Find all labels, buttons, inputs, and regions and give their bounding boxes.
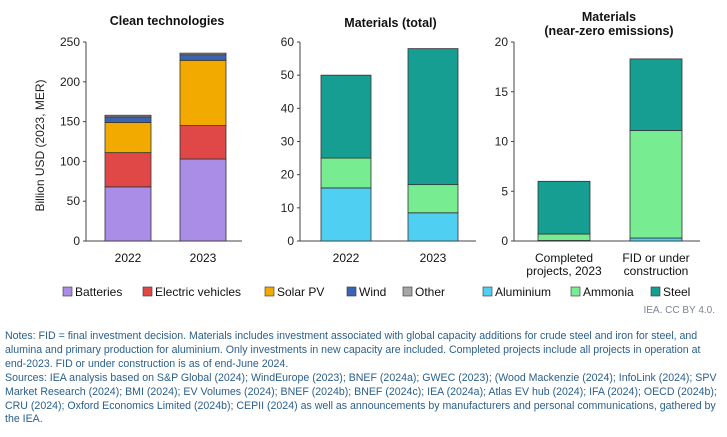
y-tick-label: 60 bbox=[281, 35, 295, 49]
y-tick-label: 100 bbox=[60, 154, 80, 168]
legend-label: Solar PV bbox=[277, 285, 324, 299]
x-tick-label-line: 2023 bbox=[190, 251, 217, 265]
x-tick-label-line: 2022 bbox=[333, 251, 360, 265]
x-tick-label: 2022 bbox=[115, 251, 142, 265]
legend-label: Batteries bbox=[75, 285, 122, 299]
legend-label: Other bbox=[415, 285, 445, 299]
bar-segment-steel bbox=[320, 74, 372, 159]
bar-segment-batteries bbox=[104, 186, 152, 242]
x-tick-label: 2023 bbox=[420, 251, 447, 265]
bar-segment-other bbox=[179, 52, 227, 56]
y-tick-label: 20 bbox=[281, 168, 295, 182]
x-tick-label-line: Completed bbox=[535, 251, 593, 265]
bar-segment-aluminium bbox=[407, 212, 459, 242]
y-tick-label: 150 bbox=[60, 115, 80, 129]
y-axis-title: Billion USD (2023, MER) bbox=[33, 79, 47, 211]
y-tick-label: 50 bbox=[67, 194, 81, 208]
bar-segment-steel bbox=[629, 58, 683, 131]
legend-label: Ammonia bbox=[583, 285, 634, 299]
sources-text: Sources: IEA analysis based on S&P Globa… bbox=[5, 371, 717, 426]
bar-segment-other bbox=[104, 114, 152, 118]
bar-segment-solar-pv bbox=[104, 121, 152, 154]
notes-text: Notes: FID = final investment decision. … bbox=[5, 330, 701, 370]
chart-title-line: Materials bbox=[582, 10, 636, 24]
bar-segment-aluminium bbox=[629, 237, 683, 242]
y-tick-label: 10 bbox=[281, 201, 295, 215]
legend-swatch bbox=[62, 286, 73, 297]
x-tick-label: FID or under construction bbox=[622, 251, 689, 278]
legend-swatch bbox=[346, 286, 357, 297]
legend-label: Electric vehicles bbox=[155, 285, 241, 299]
y-tick-label: 0 bbox=[501, 234, 508, 248]
x-tick-label: 2022 bbox=[333, 251, 360, 265]
x-tick-label-line: construction bbox=[624, 264, 689, 278]
y-tick-label: 15 bbox=[495, 85, 509, 99]
chart-title: Materials (near-zero emissions) bbox=[544, 10, 673, 38]
chart-panel-1: Clean technologies 0 50 100 150 200 250 Billion… bbox=[33, 14, 242, 265]
y-tick-label: 10 bbox=[495, 135, 509, 149]
bar-segment-steel bbox=[537, 180, 591, 235]
bar-segment-ammonia bbox=[537, 233, 591, 241]
y-tick-label: 250 bbox=[60, 35, 80, 49]
x-tick-label-line: 2022 bbox=[115, 251, 142, 265]
legend-swatch bbox=[264, 286, 275, 297]
x-tick-label-line: projects, 2023 bbox=[526, 264, 602, 278]
bar-segment-ammonia bbox=[629, 130, 683, 239]
chart-title-line: Materials (total) bbox=[344, 16, 436, 30]
bar-segment-ammonia bbox=[407, 184, 459, 214]
bar-segment-batteries bbox=[179, 158, 227, 242]
bar-segment-ammonia bbox=[320, 157, 372, 189]
bar-segment-electric-vehicles bbox=[104, 152, 152, 188]
legend-swatch bbox=[142, 286, 153, 297]
bar-segment-wind bbox=[104, 116, 152, 123]
y-tick-label: 40 bbox=[281, 101, 295, 115]
legend-label: Aluminium bbox=[495, 285, 551, 299]
bar-segment-steel bbox=[407, 48, 459, 186]
y-tick-label: 200 bbox=[60, 75, 80, 89]
legend-swatch bbox=[650, 286, 661, 297]
x-tick-label-line: 2023 bbox=[420, 251, 447, 265]
chart-title-line: Clean technologies bbox=[110, 14, 225, 28]
x-tick-label: Completed projects, 2023 bbox=[526, 251, 602, 278]
y-tick-label: 30 bbox=[281, 135, 295, 149]
legend-label: Steel bbox=[663, 285, 690, 299]
y-tick-label: 0 bbox=[287, 234, 294, 248]
chart-title: Materials (total) bbox=[344, 16, 436, 30]
y-tick-label: 0 bbox=[73, 234, 80, 248]
chart-title: Clean technologies bbox=[110, 14, 225, 28]
x-tick-label-line: FID or under bbox=[622, 251, 689, 265]
y-tick-label: 5 bbox=[501, 184, 508, 198]
chart-title-line: (near-zero emissions) bbox=[544, 24, 673, 38]
legend: Batteries Electric vehicles Solar PV Wind Ot… bbox=[62, 285, 690, 299]
y-tick-label: 20 bbox=[495, 35, 509, 49]
y-tick-label: 50 bbox=[281, 68, 295, 82]
chart-panel-3: Materials (near-zero emissions) 0 5 10 15 20 Co… bbox=[495, 10, 700, 278]
bar-segment-solar-pv bbox=[179, 59, 227, 126]
x-tick-label: 2023 bbox=[190, 251, 217, 265]
chart-panel-2: Materials (total) 0 10 20 30 40 50 60 2022 2023 bbox=[281, 16, 476, 265]
legend-swatch bbox=[482, 286, 493, 297]
notes-block: Notes: FID = final investment decision. … bbox=[5, 330, 721, 427]
legend-swatch bbox=[402, 286, 413, 297]
bar-segment-wind bbox=[179, 54, 227, 61]
bar-segment-aluminium bbox=[320, 187, 372, 242]
credit-text: IEA. CC BY 4.0. bbox=[643, 305, 715, 316]
bar-segment-electric-vehicles bbox=[179, 125, 227, 160]
legend-swatch bbox=[570, 286, 581, 297]
legend-label: Wind bbox=[359, 285, 386, 299]
